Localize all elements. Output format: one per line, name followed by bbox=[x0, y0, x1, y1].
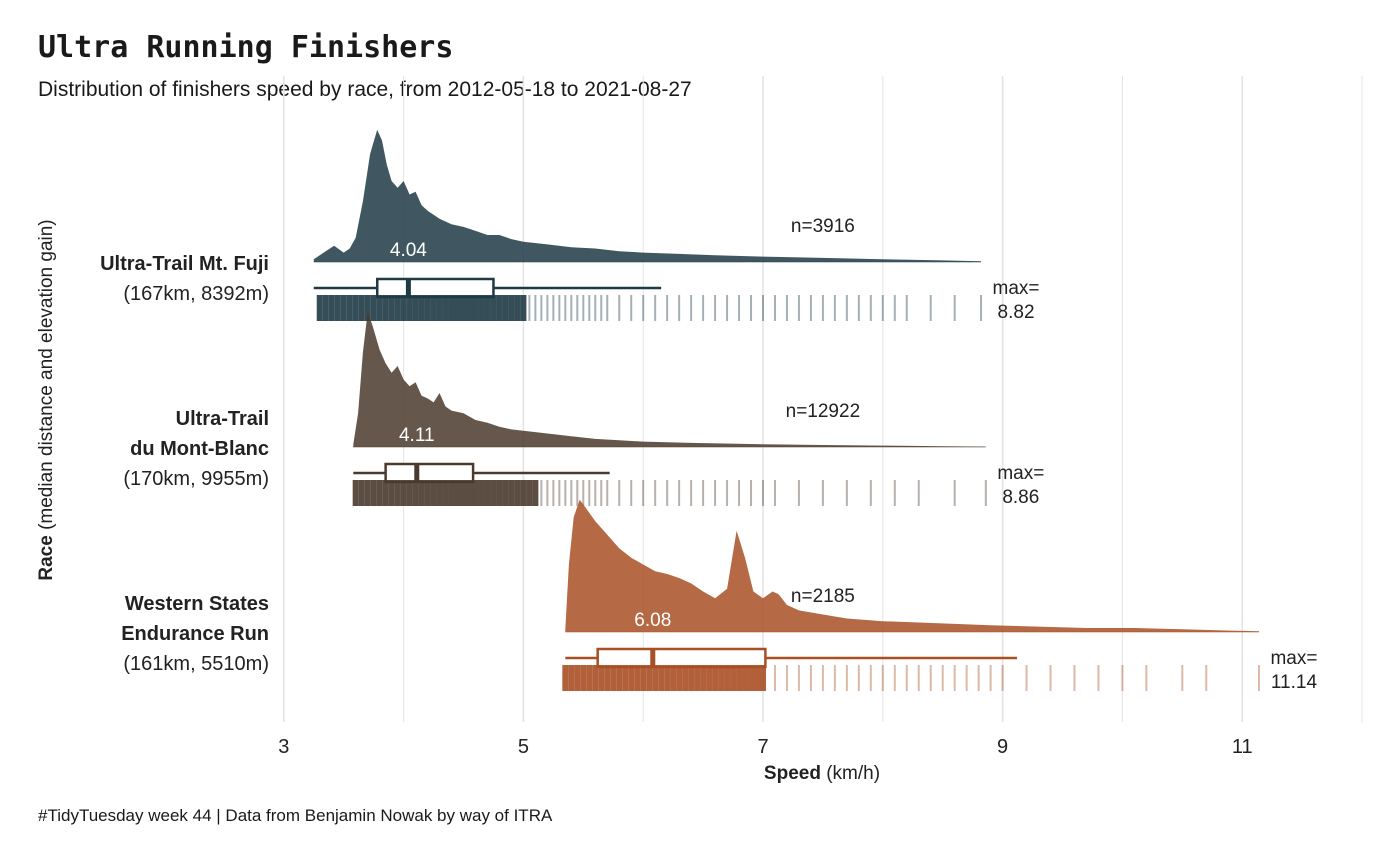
max-value-2: 11.14 bbox=[1271, 672, 1318, 693]
ridge-group-1: n=12922 4.11 max= 8.86 Ultra-Trail du Mont-Bl… bbox=[123, 312, 1044, 508]
chart-title: Ultra Running Finishers bbox=[38, 30, 454, 65]
race-name-1-0: Ultra-Trail bbox=[176, 408, 269, 430]
max-label-0: max= bbox=[993, 278, 1040, 299]
x-tick-label-3: 3 bbox=[278, 736, 289, 758]
ridge-group-0: n=3916 4.04 max= 8.82 Ultra-Trail Mt. Fuji (1… bbox=[100, 129, 1040, 323]
x-tick-label-9: 9 bbox=[997, 736, 1008, 758]
ridge-group-2: n=2185 6.08 max= 11.14 Western States Enduran… bbox=[121, 499, 1318, 693]
race-name-2-1: Endurance Run bbox=[121, 623, 269, 645]
race-name-1-1: du Mont-Blanc bbox=[130, 438, 269, 460]
median-label-0: 4.04 bbox=[390, 240, 427, 261]
race-detail-0: (167km, 8392m) bbox=[123, 283, 269, 305]
x-axis-label: Speed (km/h) bbox=[764, 763, 880, 784]
median-label-1: 4.11 bbox=[399, 425, 435, 446]
n-label-0: n=3916 bbox=[791, 216, 855, 237]
y-axis-label: Race (median distance and elevation gain… bbox=[36, 219, 57, 580]
density-area-1 bbox=[353, 312, 986, 447]
ridges: n=3916 4.04 max= 8.82 Ultra-Trail Mt. Fuji (1… bbox=[100, 129, 1318, 693]
x-axis: 3 5 7 9 11 bbox=[278, 736, 1252, 758]
max-value-0: 8.82 bbox=[998, 302, 1035, 323]
rug-2 bbox=[562, 665, 1260, 691]
ridgeline-chart: n=3916 4.04 max= 8.82 Ultra-Trail Mt. Fuji (1… bbox=[36, 76, 1363, 784]
max-label-1: max= bbox=[997, 463, 1044, 484]
boxplot-box-0 bbox=[375, 277, 495, 299]
chart-subtitle: Distribution of finishers speed by race,… bbox=[38, 78, 692, 101]
rug-0 bbox=[316, 295, 983, 321]
max-label-2: max= bbox=[1270, 648, 1317, 669]
chart-caption: #TidyTuesday week 44 | Data from Benjami… bbox=[38, 806, 553, 825]
n-label-1: n=12922 bbox=[786, 401, 861, 422]
boxplot-box-1 bbox=[384, 462, 475, 484]
median-label-2: 6.08 bbox=[634, 610, 671, 631]
n-label-2: n=2185 bbox=[791, 586, 855, 607]
boxplot-box-2 bbox=[596, 647, 767, 669]
race-name-2-0: Western States bbox=[125, 593, 269, 615]
max-value-1: 8.86 bbox=[1002, 487, 1039, 508]
density-area-2 bbox=[565, 499, 1259, 632]
density-area-0 bbox=[313, 129, 981, 262]
rug-1 bbox=[352, 480, 987, 506]
x-tick-label-5: 5 bbox=[518, 736, 529, 758]
x-tick-label-11: 11 bbox=[1232, 736, 1253, 758]
race-detail-1: (170km, 9955m) bbox=[123, 468, 269, 490]
race-name-0-0: Ultra-Trail Mt. Fuji bbox=[100, 253, 269, 275]
race-detail-2: (161km, 5510m) bbox=[123, 653, 269, 675]
x-tick-label-7: 7 bbox=[757, 736, 768, 758]
grid-lines bbox=[282, 76, 1363, 722]
